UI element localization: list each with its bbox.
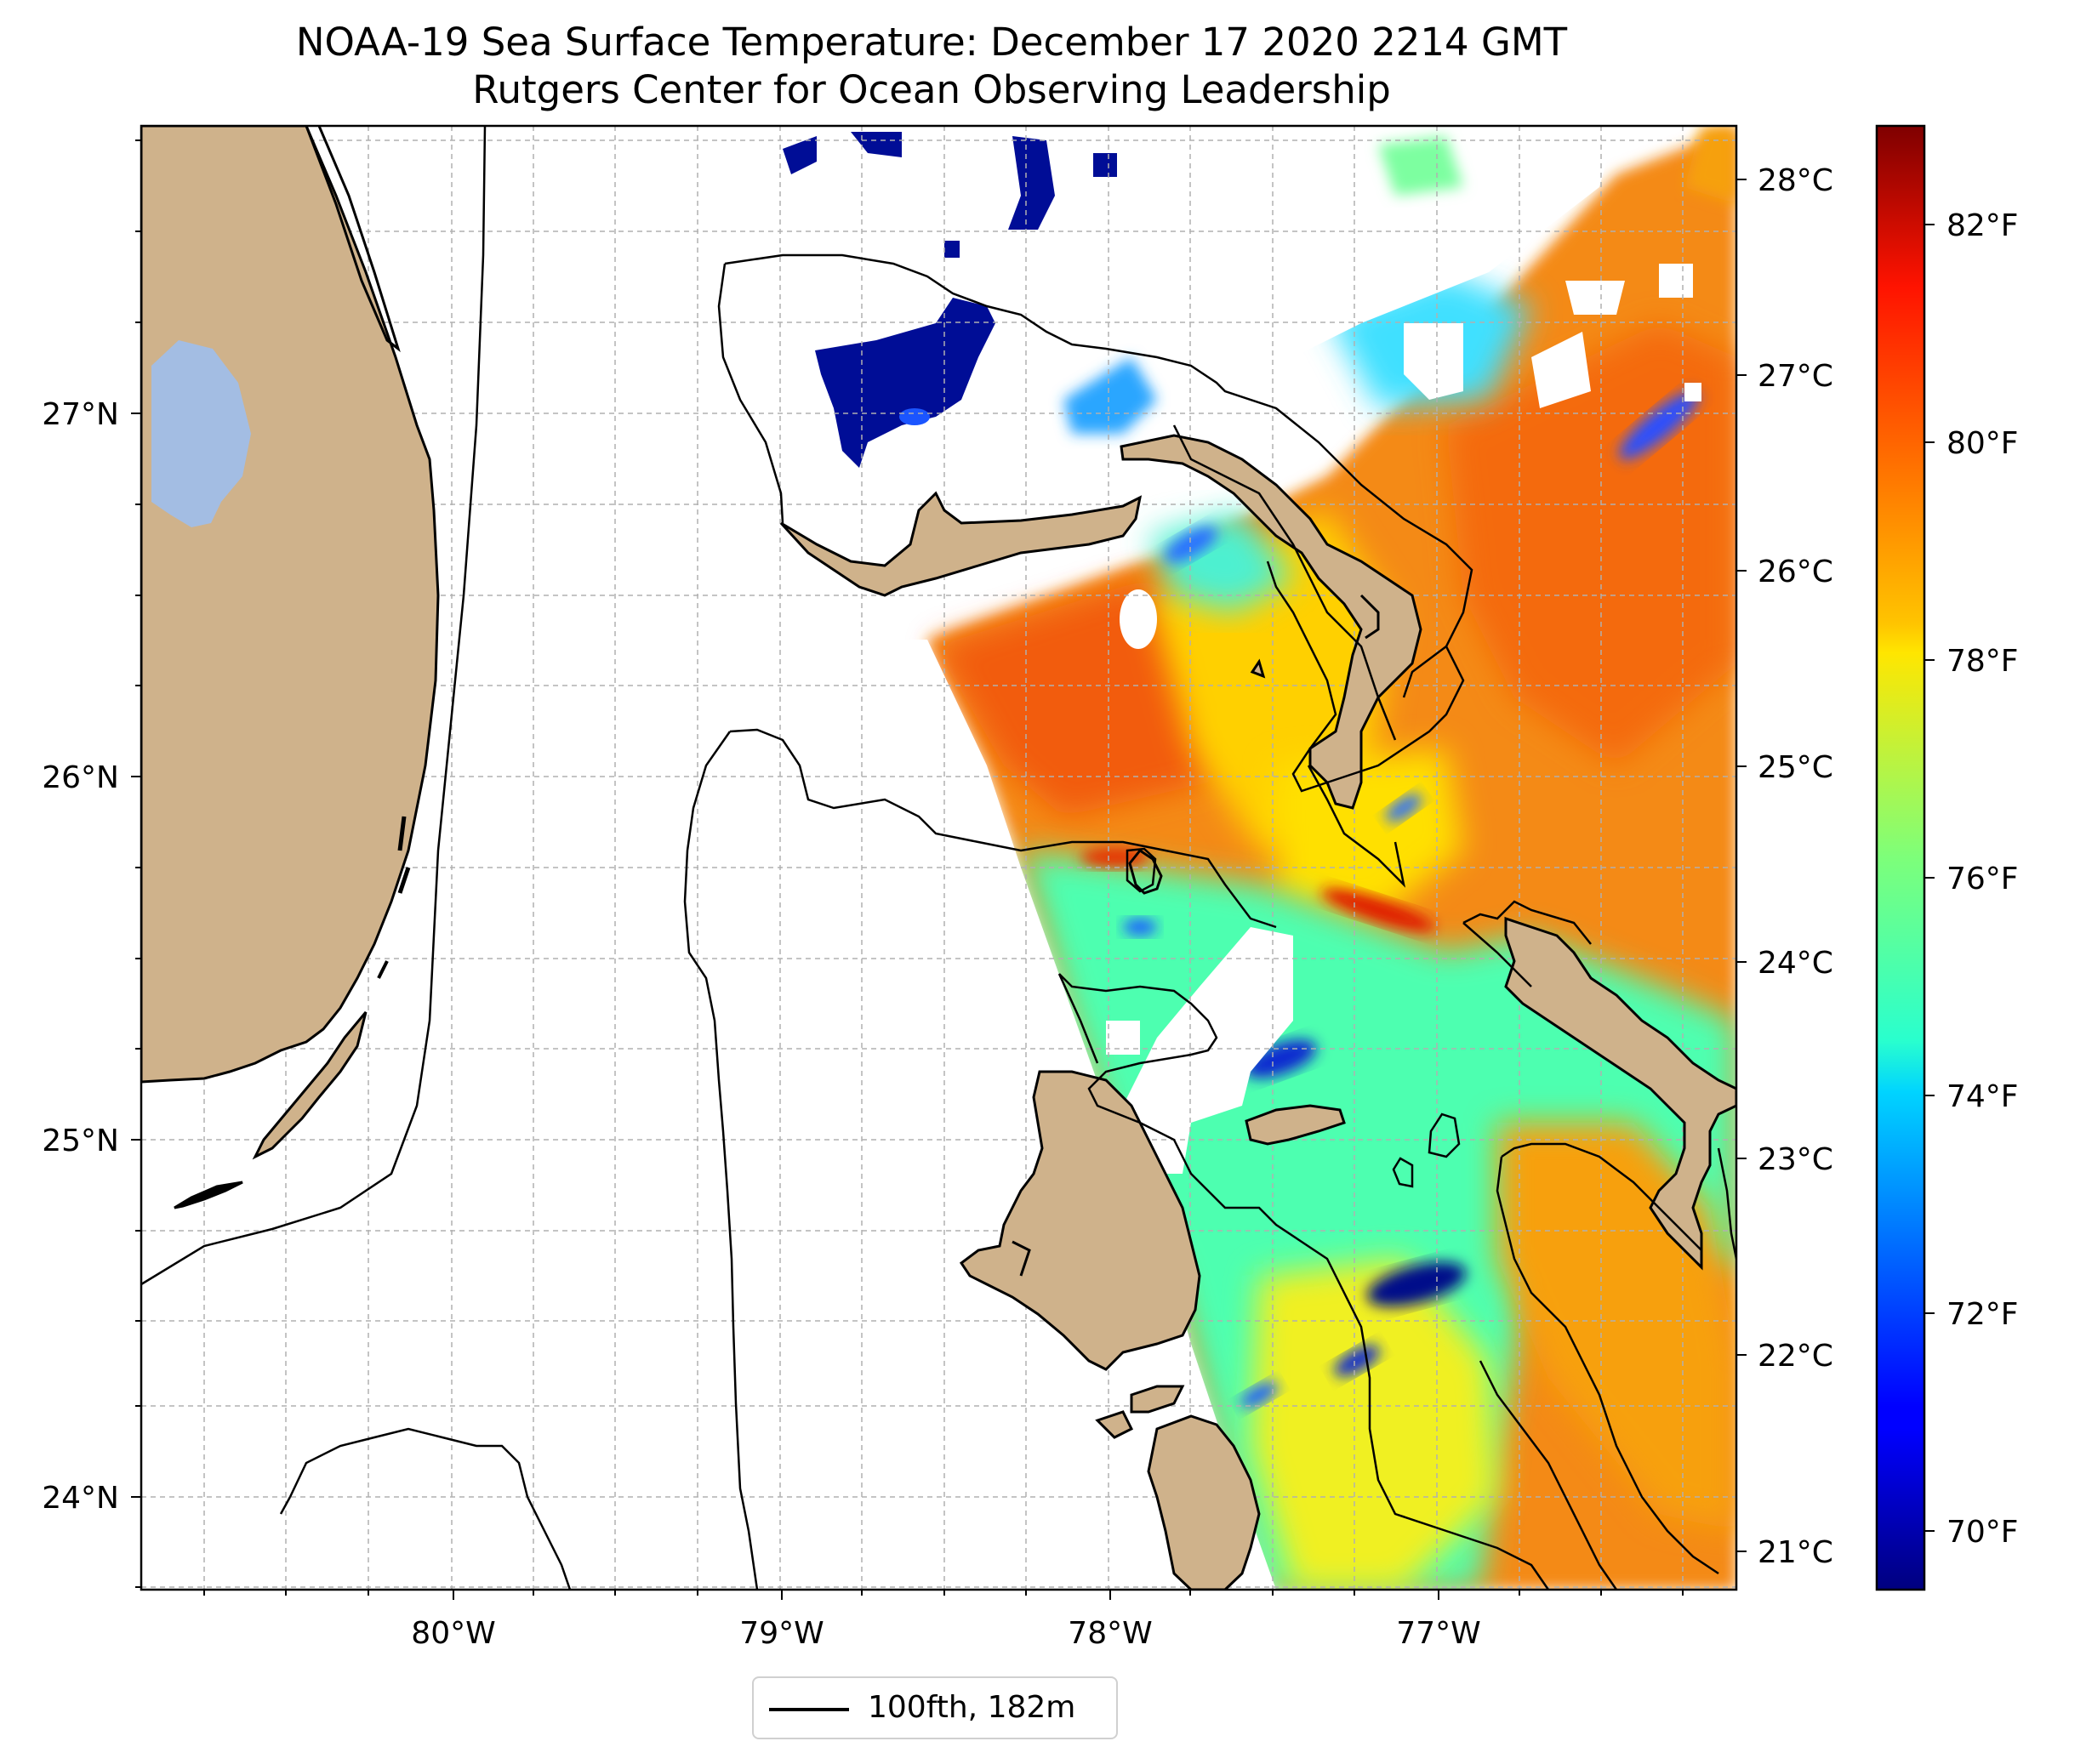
map-area	[141, 126, 1736, 1590]
lon-tick-label: 80°W	[411, 1616, 495, 1651]
fahrenheit-axis	[1924, 224, 1935, 1532]
fahrenheit-tick-label: 70°F	[1946, 1515, 2019, 1550]
legend: 100fth, 182m	[752, 1676, 1118, 1739]
celsius-tick-label: 24°C	[1758, 946, 1833, 981]
lat-tick-label: 27°N	[42, 397, 119, 432]
lon-tick-label: 79°W	[739, 1616, 824, 1651]
colorbar	[1875, 124, 1926, 1591]
fahrenheit-tick-label: 74°F	[1946, 1079, 2019, 1114]
land-bahamas	[779, 434, 1736, 1590]
celsius-tick-label: 27°C	[1758, 359, 1833, 394]
celsius-tick-label: 23°C	[1758, 1142, 1833, 1177]
celsius-tick-label: 26°C	[1758, 555, 1833, 589]
celsius-tick-label: 22°C	[1758, 1339, 1833, 1374]
lat-tick-label: 24°N	[42, 1481, 119, 1516]
lat-axis	[131, 139, 141, 1588]
lat-tick-label: 26°N	[42, 760, 119, 795]
lon-axis	[203, 1590, 1684, 1600]
fahrenheit-tick-label: 80°F	[1946, 426, 2019, 461]
celsius-axis	[1736, 179, 1747, 1552]
isobath-contours	[141, 126, 1736, 1590]
celsius-tick-label: 28°C	[1758, 163, 1833, 198]
chart-subtitle: Rutgers Center for Ocean Observing Leade…	[472, 67, 1391, 112]
legend-line-swatch	[769, 1708, 849, 1711]
land-florida	[141, 126, 440, 1209]
fahrenheit-tick-label: 78°F	[1946, 644, 2019, 679]
map-frame	[140, 124, 1738, 1591]
lon-tick-label: 77°W	[1396, 1616, 1480, 1651]
celsius-tick-label: 21°C	[1758, 1535, 1833, 1570]
fahrenheit-tick-label: 76°F	[1946, 862, 2019, 896]
celsius-tick-label: 25°C	[1758, 750, 1833, 785]
legend-label: 100fth, 182m	[868, 1690, 1076, 1725]
lon-tick-label: 78°W	[1068, 1616, 1152, 1651]
chart-title: NOAA-19 Sea Surface Temperature: Decembe…	[295, 20, 1568, 65]
fahrenheit-tick-label: 82°F	[1946, 208, 2019, 243]
fahrenheit-tick-label: 72°F	[1946, 1297, 2019, 1332]
lat-tick-label: 25°N	[42, 1124, 119, 1158]
